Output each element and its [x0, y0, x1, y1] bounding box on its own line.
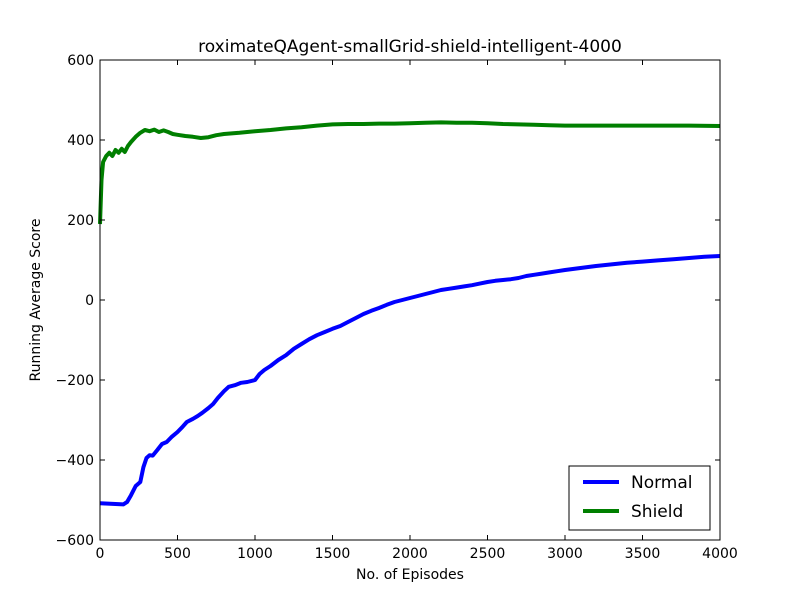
series-line-shield [98, 120, 721, 225]
x-tick-label: 2000 [392, 546, 428, 562]
x-tick-label: 3500 [625, 546, 661, 562]
y-tick-label: −600 [56, 533, 94, 549]
series-layer [98, 120, 721, 507]
series-line-normal [99, 254, 721, 507]
x-tick-label: 0 [96, 546, 105, 562]
y-tick-label: 0 [85, 293, 94, 309]
y-tick-label: 600 [67, 53, 94, 69]
x-axis-label: No. of Episodes [356, 567, 464, 583]
chart-title: roximateQAgent-smallGrid-shield-intellig… [198, 37, 622, 57]
legend-box [568, 465, 711, 531]
x-tick-label: 2500 [470, 546, 506, 562]
legend: Normal Shield [568, 465, 711, 531]
ticks-layer: 0 500 1000 1500 2000 2500 3000 3500 4000−600−400… [56, 53, 738, 562]
x-tick-label: 1000 [237, 546, 273, 562]
y-tick-label: 200 [67, 213, 94, 229]
legend-label-shield: Shield [631, 502, 683, 522]
y-tick-label: −200 [56, 373, 94, 389]
y-tick-label: −400 [56, 453, 94, 469]
y-axis-label: Running Average Score [28, 219, 44, 382]
x-tick-label: 500 [164, 546, 191, 562]
x-tick-label: 3000 [547, 546, 583, 562]
x-tick-label: 1500 [315, 546, 351, 562]
y-tick-label: 400 [67, 133, 94, 149]
legend-label-normal: Normal [631, 473, 693, 493]
x-tick-label: 4000 [702, 546, 738, 562]
